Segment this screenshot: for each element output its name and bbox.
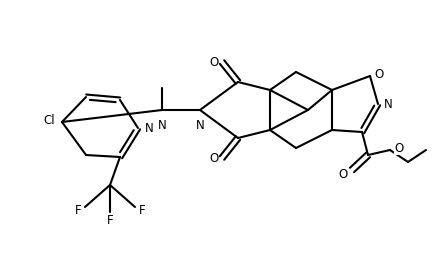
Text: N: N bbox=[384, 98, 392, 110]
Text: O: O bbox=[210, 151, 219, 164]
Text: N: N bbox=[196, 119, 204, 132]
Text: F: F bbox=[107, 213, 113, 227]
Text: F: F bbox=[75, 205, 81, 217]
Text: O: O bbox=[374, 68, 384, 80]
Text: O: O bbox=[210, 56, 219, 68]
Text: F: F bbox=[139, 205, 145, 217]
Text: N: N bbox=[145, 122, 153, 134]
Text: Cl: Cl bbox=[43, 114, 55, 127]
Text: O: O bbox=[394, 141, 404, 155]
Text: O: O bbox=[339, 169, 347, 181]
Text: N: N bbox=[158, 119, 166, 132]
